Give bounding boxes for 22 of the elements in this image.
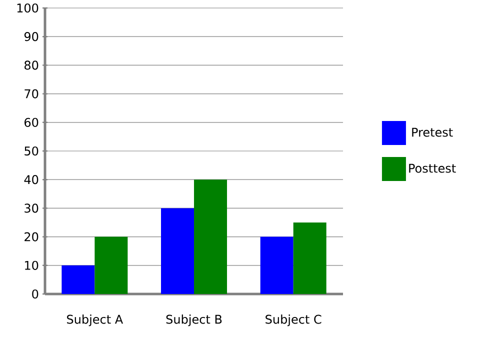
bar [260,236,294,294]
bar [62,265,95,294]
x-tick-label: Subject A [67,314,124,326]
bar [293,222,326,294]
bar [161,208,194,294]
bar [194,180,227,294]
y-tick-label: 30 [24,204,38,213]
y-tick-label: 10 [25,260,38,270]
x-tick-label: Subject C [266,314,322,326]
y-tick-label: 100 [17,3,38,13]
bar [94,236,128,294]
x-tick-label: Subject B [166,314,222,326]
y-tick-label: 80 [24,60,38,70]
legend-label: Pretest [412,128,453,137]
y-tick-label: 90 [24,32,38,42]
legend-label: Posttest [409,164,456,173]
y-tick-label: 40 [24,175,38,184]
y-tick-label: 70 [24,89,38,98]
y-tick-label: 60 [24,118,38,127]
y-tick-label: 20 [24,232,38,242]
y-tick-label: 50 [24,146,38,156]
y-tick-label: 0 [32,289,38,299]
